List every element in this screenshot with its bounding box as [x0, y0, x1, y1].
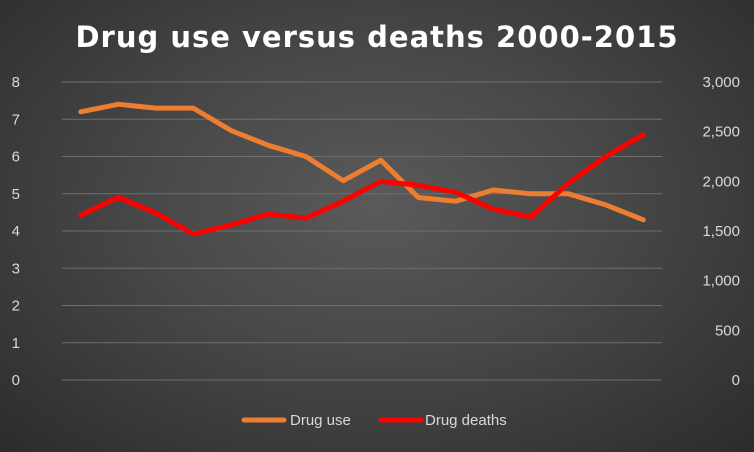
left-tick-label: 0 [12, 372, 20, 389]
right-tick-label: 2,000 [702, 173, 740, 190]
right-axis-ticks: 0 500 1,000 1,500 2,000 2,500 3,000 [702, 74, 740, 389]
right-tick-label: 3,000 [702, 74, 740, 91]
chart-title: Drug use versus deaths 2000-2015 [75, 20, 679, 54]
right-tick-label: 1,500 [702, 223, 740, 240]
left-tick-label: 5 [12, 186, 20, 203]
left-tick-label: 6 [12, 149, 20, 166]
series-line-drug-use [78, 101, 646, 223]
right-tick-label: 500 [715, 322, 740, 339]
gridlines [62, 81, 662, 381]
legend: Drug use Drug deaths [241, 412, 507, 429]
left-tick-label: 7 [12, 111, 20, 128]
left-tick-label: 3 [12, 260, 20, 277]
left-tick-label: 2 [12, 298, 20, 315]
left-axis-ticks: 0 1 2 3 4 5 6 7 8 [12, 74, 20, 389]
left-tick-label: 8 [12, 74, 20, 91]
legend-label: Drug use [290, 412, 351, 429]
right-tick-label: 2,500 [702, 124, 740, 141]
right-tick-label: 0 [732, 372, 740, 389]
series-line-drug-deaths [78, 132, 646, 237]
left-tick-label: 1 [12, 335, 20, 352]
legend-label: Drug deaths [425, 412, 507, 429]
series-lines [78, 101, 646, 237]
right-tick-label: 1,000 [702, 273, 740, 290]
left-tick-label: 4 [12, 223, 20, 240]
